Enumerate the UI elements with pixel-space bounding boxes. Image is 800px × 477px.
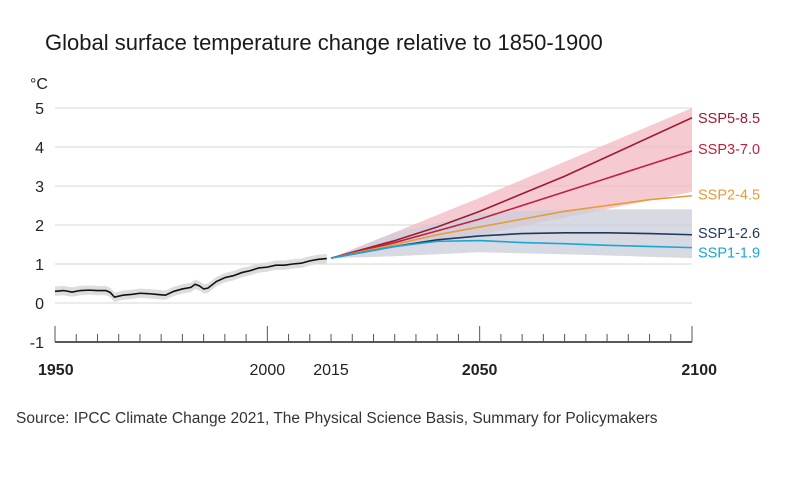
historical-line	[54, 257, 327, 299]
series-labels: SSP5-8.5 SSP3-7.0 SSP2-4.5 SSP1-2.6 SSP1-1.9	[698, 111, 760, 262]
series-label-ssp1-1.9: SSP1-1.9	[698, 245, 760, 261]
series-line-ssp1-1.9	[330, 239, 693, 259]
chart: -1 0 1 2 3 4 5 °C 1950 2000 2015 2050 2100 SSP5-8.5…	[30, 76, 760, 379]
y-tick-label: 0	[35, 296, 44, 313]
x-tick-label: 1950	[38, 362, 74, 379]
series-lines	[54, 117, 693, 299]
series-label-ssp3-7.0: SSP3-7.0	[698, 142, 760, 158]
series-line-ssp3-7.0	[330, 150, 693, 259]
source-note: Source: IPCC Climate Change 2021, The Ph…	[16, 410, 658, 427]
y-tick-label: 5	[35, 101, 44, 118]
x-tick-label: 2100	[681, 362, 717, 379]
historical-band	[55, 253, 327, 302]
series-line-ssp2-4.5	[330, 194, 693, 259]
y-tick-label: 2	[35, 218, 44, 235]
x-axis: 1950 2000 2015 2050 2100	[38, 326, 717, 379]
y-axis: -1 0 1 2 3 4 5 °C	[30, 76, 48, 352]
series-label-ssp5-8.5: SSP5-8.5	[698, 111, 760, 127]
x-tick-label: 2015	[313, 362, 349, 379]
series-line-ssp5-8.5	[330, 117, 693, 259]
x-tick-label: 2050	[462, 362, 498, 379]
y-tick-label: 3	[35, 179, 44, 196]
x-tick-label: 2000	[250, 362, 286, 379]
y-tick-label: -1	[30, 335, 44, 352]
y-tick-label: 1	[35, 257, 44, 274]
series-label-ssp2-4.5: SSP2-4.5	[698, 188, 760, 204]
uncertainty-bands	[55, 108, 692, 302]
chart-title: Global surface temperature change relati…	[45, 30, 603, 55]
y-tick-label: 4	[35, 140, 44, 157]
y-axis-label: °C	[30, 76, 48, 93]
series-label-ssp1-2.6: SSP1-2.6	[698, 226, 760, 242]
